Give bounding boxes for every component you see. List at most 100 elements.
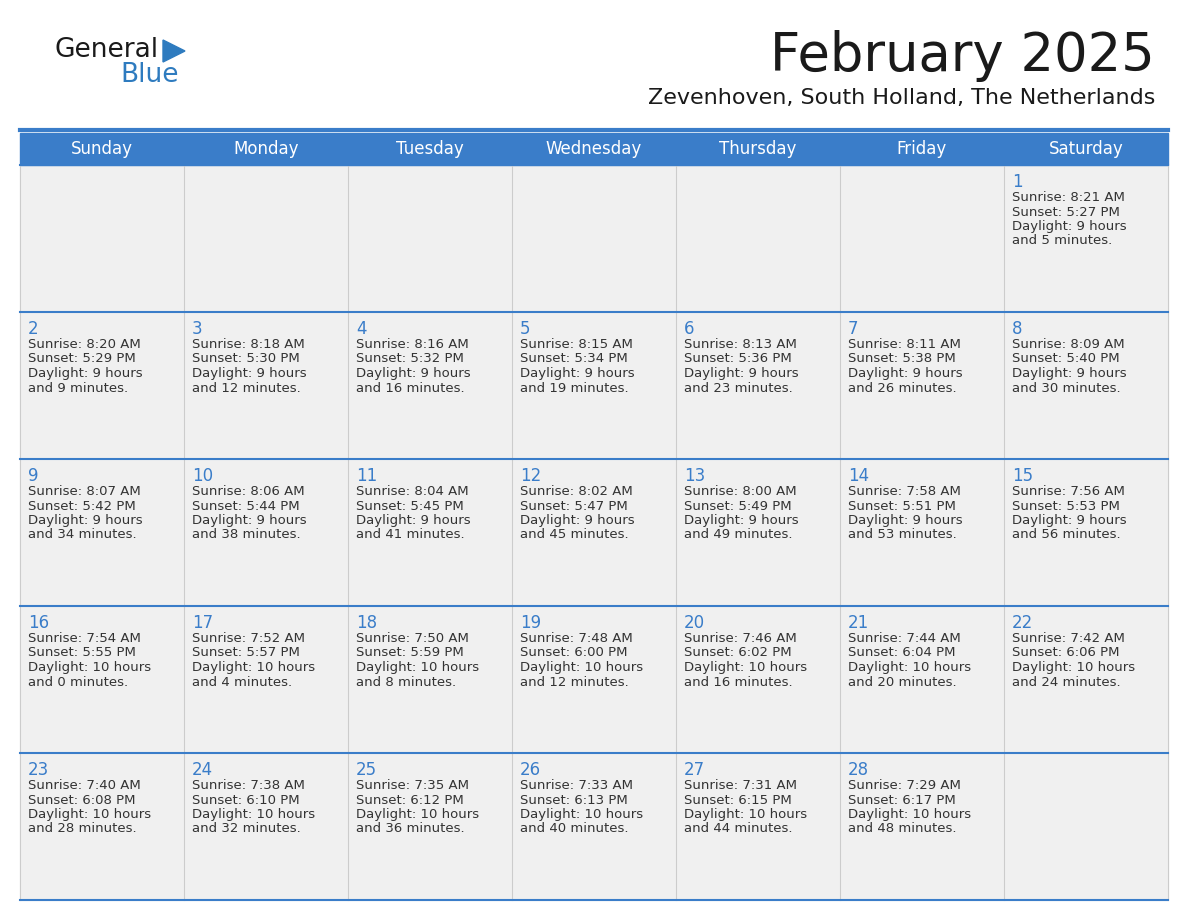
- Text: Sunset: 6:04 PM: Sunset: 6:04 PM: [848, 646, 955, 659]
- Text: Sunrise: 7:33 AM: Sunrise: 7:33 AM: [520, 779, 633, 792]
- Text: Sunset: 6:15 PM: Sunset: 6:15 PM: [684, 793, 791, 807]
- Text: Daylight: 9 hours: Daylight: 9 hours: [1012, 367, 1126, 380]
- Text: February 2025: February 2025: [770, 30, 1155, 82]
- Text: Daylight: 10 hours: Daylight: 10 hours: [684, 808, 807, 821]
- Text: and 48 minutes.: and 48 minutes.: [848, 823, 956, 835]
- Text: Sunrise: 8:16 AM: Sunrise: 8:16 AM: [356, 338, 469, 351]
- Text: 24: 24: [192, 761, 213, 779]
- Text: Saturday: Saturday: [1049, 140, 1124, 158]
- Text: Sunrise: 8:07 AM: Sunrise: 8:07 AM: [29, 485, 140, 498]
- Text: 9: 9: [29, 467, 38, 485]
- Text: Sunset: 5:27 PM: Sunset: 5:27 PM: [1012, 206, 1120, 218]
- Text: Daylight: 9 hours: Daylight: 9 hours: [356, 367, 470, 380]
- Text: 16: 16: [29, 614, 49, 632]
- Text: and 30 minutes.: and 30 minutes.: [1012, 382, 1120, 395]
- Text: 1: 1: [1012, 173, 1023, 191]
- Text: Daylight: 9 hours: Daylight: 9 hours: [684, 367, 798, 380]
- Text: and 19 minutes.: and 19 minutes.: [520, 382, 628, 395]
- Text: Sunset: 5:29 PM: Sunset: 5:29 PM: [29, 353, 135, 365]
- Polygon shape: [163, 40, 185, 62]
- Text: Sunrise: 7:52 AM: Sunrise: 7:52 AM: [192, 632, 305, 645]
- Text: and 16 minutes.: and 16 minutes.: [356, 382, 465, 395]
- Text: Sunrise: 8:11 AM: Sunrise: 8:11 AM: [848, 338, 961, 351]
- Text: Daylight: 9 hours: Daylight: 9 hours: [356, 514, 470, 527]
- Text: Daylight: 10 hours: Daylight: 10 hours: [29, 808, 151, 821]
- Text: and 24 minutes.: and 24 minutes.: [1012, 676, 1120, 688]
- Text: Zevenhoven, South Holland, The Netherlands: Zevenhoven, South Holland, The Netherlan…: [647, 88, 1155, 108]
- Text: Daylight: 9 hours: Daylight: 9 hours: [520, 367, 634, 380]
- Text: Monday: Monday: [233, 140, 298, 158]
- Text: Sunset: 6:00 PM: Sunset: 6:00 PM: [520, 646, 627, 659]
- Text: 20: 20: [684, 614, 706, 632]
- Text: Sunrise: 8:13 AM: Sunrise: 8:13 AM: [684, 338, 797, 351]
- Text: Sunrise: 8:21 AM: Sunrise: 8:21 AM: [1012, 191, 1125, 204]
- Text: and 56 minutes.: and 56 minutes.: [1012, 529, 1120, 542]
- Text: 12: 12: [520, 467, 542, 485]
- Text: and 20 minutes.: and 20 minutes.: [848, 676, 956, 688]
- Text: Sunset: 5:53 PM: Sunset: 5:53 PM: [1012, 499, 1120, 512]
- Text: Daylight: 9 hours: Daylight: 9 hours: [684, 514, 798, 527]
- Text: 18: 18: [356, 614, 377, 632]
- Text: Daylight: 9 hours: Daylight: 9 hours: [192, 367, 307, 380]
- Text: Sunrise: 7:44 AM: Sunrise: 7:44 AM: [848, 632, 961, 645]
- Text: Sunday: Sunday: [71, 140, 133, 158]
- Text: and 53 minutes.: and 53 minutes.: [848, 529, 956, 542]
- Bar: [20, 312, 1168, 459]
- Text: Daylight: 10 hours: Daylight: 10 hours: [192, 661, 315, 674]
- Text: and 36 minutes.: and 36 minutes.: [356, 823, 465, 835]
- Text: 15: 15: [1012, 467, 1034, 485]
- Text: Daylight: 9 hours: Daylight: 9 hours: [29, 514, 143, 527]
- Text: 4: 4: [356, 320, 367, 338]
- Text: Sunset: 5:45 PM: Sunset: 5:45 PM: [356, 499, 463, 512]
- Text: Sunrise: 8:20 AM: Sunrise: 8:20 AM: [29, 338, 140, 351]
- Text: General: General: [55, 37, 159, 63]
- Text: and 5 minutes.: and 5 minutes.: [1012, 234, 1112, 248]
- Text: and 45 minutes.: and 45 minutes.: [520, 529, 628, 542]
- Text: 5: 5: [520, 320, 531, 338]
- Text: Daylight: 10 hours: Daylight: 10 hours: [356, 808, 479, 821]
- Text: Sunset: 5:51 PM: Sunset: 5:51 PM: [848, 499, 956, 512]
- Text: 10: 10: [192, 467, 213, 485]
- Text: Daylight: 9 hours: Daylight: 9 hours: [848, 367, 962, 380]
- Text: Friday: Friday: [897, 140, 947, 158]
- Text: 7: 7: [848, 320, 859, 338]
- Text: and 4 minutes.: and 4 minutes.: [192, 676, 292, 688]
- Text: 28: 28: [848, 761, 870, 779]
- Text: 23: 23: [29, 761, 49, 779]
- Text: and 41 minutes.: and 41 minutes.: [356, 529, 465, 542]
- Text: 25: 25: [356, 761, 377, 779]
- Text: 3: 3: [192, 320, 203, 338]
- Text: Sunrise: 8:04 AM: Sunrise: 8:04 AM: [356, 485, 468, 498]
- Text: Thursday: Thursday: [719, 140, 797, 158]
- Text: 14: 14: [848, 467, 870, 485]
- Text: and 12 minutes.: and 12 minutes.: [520, 676, 628, 688]
- Text: Sunset: 6:12 PM: Sunset: 6:12 PM: [356, 793, 463, 807]
- Text: Sunset: 5:47 PM: Sunset: 5:47 PM: [520, 499, 627, 512]
- Text: and 26 minutes.: and 26 minutes.: [848, 382, 956, 395]
- Text: Wednesday: Wednesday: [545, 140, 643, 158]
- Text: and 49 minutes.: and 49 minutes.: [684, 529, 792, 542]
- Text: Sunrise: 7:48 AM: Sunrise: 7:48 AM: [520, 632, 633, 645]
- Text: 21: 21: [848, 614, 870, 632]
- Text: 11: 11: [356, 467, 378, 485]
- Text: 17: 17: [192, 614, 213, 632]
- Text: Sunset: 5:59 PM: Sunset: 5:59 PM: [356, 646, 463, 659]
- Text: Sunrise: 7:35 AM: Sunrise: 7:35 AM: [356, 779, 469, 792]
- Text: 13: 13: [684, 467, 706, 485]
- Text: Daylight: 9 hours: Daylight: 9 hours: [29, 367, 143, 380]
- Text: Daylight: 9 hours: Daylight: 9 hours: [848, 514, 962, 527]
- Text: Sunrise: 7:42 AM: Sunrise: 7:42 AM: [1012, 632, 1125, 645]
- Text: Daylight: 10 hours: Daylight: 10 hours: [192, 808, 315, 821]
- Text: Daylight: 9 hours: Daylight: 9 hours: [1012, 514, 1126, 527]
- Text: 2: 2: [29, 320, 39, 338]
- Text: and 40 minutes.: and 40 minutes.: [520, 823, 628, 835]
- Text: Sunrise: 7:58 AM: Sunrise: 7:58 AM: [848, 485, 961, 498]
- Text: 8: 8: [1012, 320, 1023, 338]
- Text: 6: 6: [684, 320, 695, 338]
- Text: Sunrise: 8:00 AM: Sunrise: 8:00 AM: [684, 485, 797, 498]
- Text: Daylight: 10 hours: Daylight: 10 hours: [29, 661, 151, 674]
- Bar: [20, 606, 1168, 753]
- Text: Sunrise: 7:29 AM: Sunrise: 7:29 AM: [848, 779, 961, 792]
- Text: and 38 minutes.: and 38 minutes.: [192, 529, 301, 542]
- Text: Sunset: 5:36 PM: Sunset: 5:36 PM: [684, 353, 791, 365]
